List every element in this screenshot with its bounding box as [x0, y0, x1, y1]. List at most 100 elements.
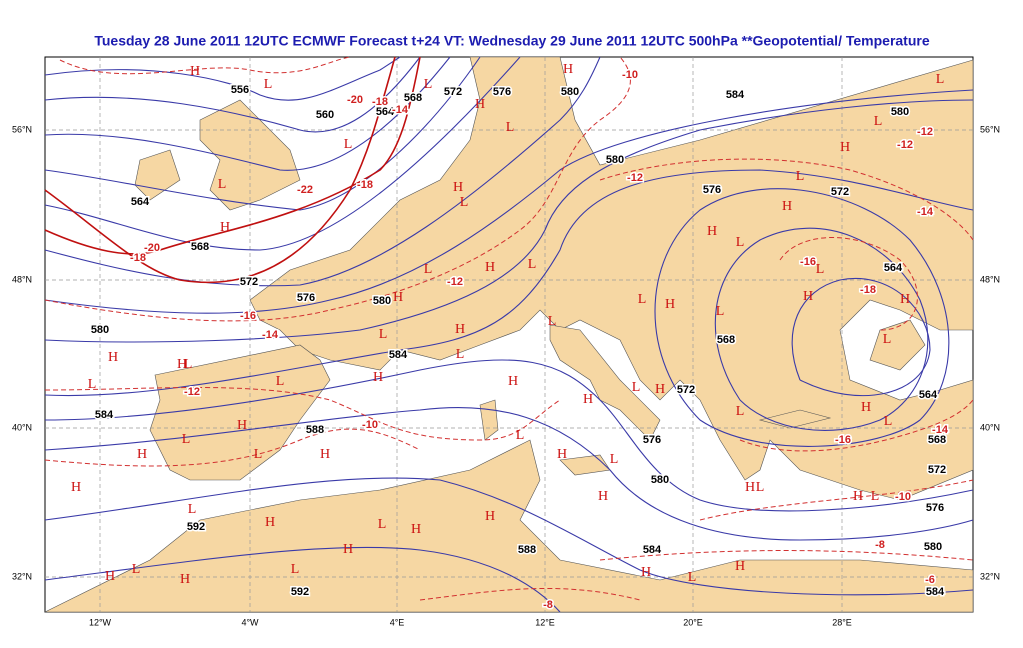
geopotential-label: 588: [306, 424, 324, 436]
pressure-center: L: [424, 262, 433, 277]
temperature-label: -16: [800, 256, 816, 268]
pressure-center: H: [411, 522, 421, 537]
temperature-label: -14: [917, 206, 934, 218]
pressure-center: L: [424, 77, 433, 92]
lat-label: 40°N: [12, 422, 32, 432]
pressure-center: L: [736, 404, 745, 419]
pressure-center: L: [132, 562, 141, 577]
geopotential-label: 560: [316, 109, 334, 121]
pressure-center: L: [254, 447, 263, 462]
geopotential-label: 576: [703, 184, 721, 196]
geopotential-label: 572: [831, 186, 849, 198]
geopotential-label: 592: [187, 521, 205, 533]
lat-label: 40°N: [980, 422, 1000, 432]
pressure-center: L: [276, 374, 285, 389]
temperature-label: -20: [144, 242, 160, 254]
pressure-center: L: [506, 120, 515, 135]
lon-label: 20°E: [683, 617, 703, 627]
pressure-center: H: [180, 572, 190, 587]
pressure-center: L: [936, 72, 945, 87]
pressure-center: L: [816, 262, 825, 277]
geopotential-label: 576: [493, 86, 511, 98]
pressure-center: H: [220, 220, 230, 235]
pressure-center: L: [188, 502, 197, 517]
temperature-label: -18: [130, 252, 146, 264]
pressure-center: H: [803, 289, 813, 304]
pressure-center: H: [655, 382, 665, 397]
geopotential-label: 584: [926, 586, 945, 598]
pressure-center: H: [265, 515, 275, 530]
geopotential-label: 556: [231, 84, 249, 96]
temperature-label: -12: [917, 126, 933, 138]
lat-label: 48°N: [980, 274, 1000, 284]
temperature-label: -12: [627, 172, 643, 184]
pressure-center: H: [475, 97, 485, 112]
temperature-label: -16: [240, 310, 256, 322]
temperature-label: -14: [932, 424, 949, 436]
geopotential-label: 584: [389, 349, 408, 361]
geopotential-label: 568: [928, 434, 946, 446]
geopotential-label: 580: [561, 86, 579, 98]
geopotential-label: 580: [373, 295, 391, 307]
geopotential-label: 568: [404, 92, 422, 104]
pressure-center: L: [88, 377, 97, 392]
temperature-label: -14: [262, 329, 279, 341]
temperature-label: -16: [835, 434, 851, 446]
pressure-center: H: [105, 569, 115, 584]
pressure-center: L: [796, 169, 805, 184]
temperature-label: -10: [362, 419, 378, 431]
pressure-center: H: [563, 62, 573, 77]
pressure-center: H: [840, 140, 850, 155]
temperature-label: -8: [875, 539, 885, 551]
map-title: Tuesday 28 June 2011 12UTC ECMWF Forecas…: [94, 33, 929, 49]
pressure-center: L: [184, 357, 193, 372]
pressure-center: L: [632, 380, 641, 395]
geopotential-contours: [44, 56, 974, 613]
pressure-center: H: [861, 400, 871, 415]
pressure-center: H: [745, 480, 755, 495]
pressure-center: H: [782, 199, 792, 214]
temperature-label: -10: [622, 69, 638, 81]
pressure-center: H: [853, 489, 863, 504]
pressure-center: H: [108, 350, 118, 365]
lon-label: 4°W: [241, 617, 259, 627]
pressure-center: L: [379, 327, 388, 342]
temperature-label: -12: [447, 276, 463, 288]
geopotential-label: 584: [95, 409, 114, 421]
pressure-center: H: [665, 297, 675, 312]
pressure-center: L: [688, 570, 697, 585]
land: [44, 56, 974, 613]
pressure-center: L: [883, 332, 892, 347]
geopotential-label: 580: [651, 474, 669, 486]
geopotential-label: 576: [926, 502, 944, 514]
lon-label: 4°E: [390, 617, 405, 627]
pressure-center: H: [485, 509, 495, 524]
pressure-center: H: [557, 447, 567, 462]
pressure-center: H: [453, 180, 463, 195]
pressure-center: H: [343, 542, 353, 557]
pressure-center: H: [137, 447, 147, 462]
temperature-label: -10: [895, 491, 911, 503]
temperature-label: -12: [184, 386, 200, 398]
lon-label: 12°W: [89, 617, 112, 627]
lat-label: 48°N: [12, 274, 32, 284]
pressure-center: H: [583, 392, 593, 407]
pressure-center: H: [707, 224, 717, 239]
pressure-center: H: [485, 260, 495, 275]
pressure-center: L: [756, 480, 765, 495]
pressure-center: L: [528, 257, 537, 272]
pressure-center: H: [373, 370, 383, 385]
geopotential-label: 580: [91, 324, 109, 336]
geopotential-label: 580: [606, 154, 624, 166]
temperature-label: -22: [297, 184, 313, 196]
geopotential-label: 572: [677, 384, 695, 396]
pressure-center: L: [182, 432, 191, 447]
pressure-center: L: [378, 517, 387, 532]
pressure-center: H: [320, 447, 330, 462]
geopotential-label: 584: [726, 89, 745, 101]
geopotential-label: 588: [518, 544, 536, 556]
geopotential-label: 568: [191, 241, 209, 253]
temperature-contours: [44, 56, 974, 601]
temperature-label: -18: [357, 179, 373, 191]
